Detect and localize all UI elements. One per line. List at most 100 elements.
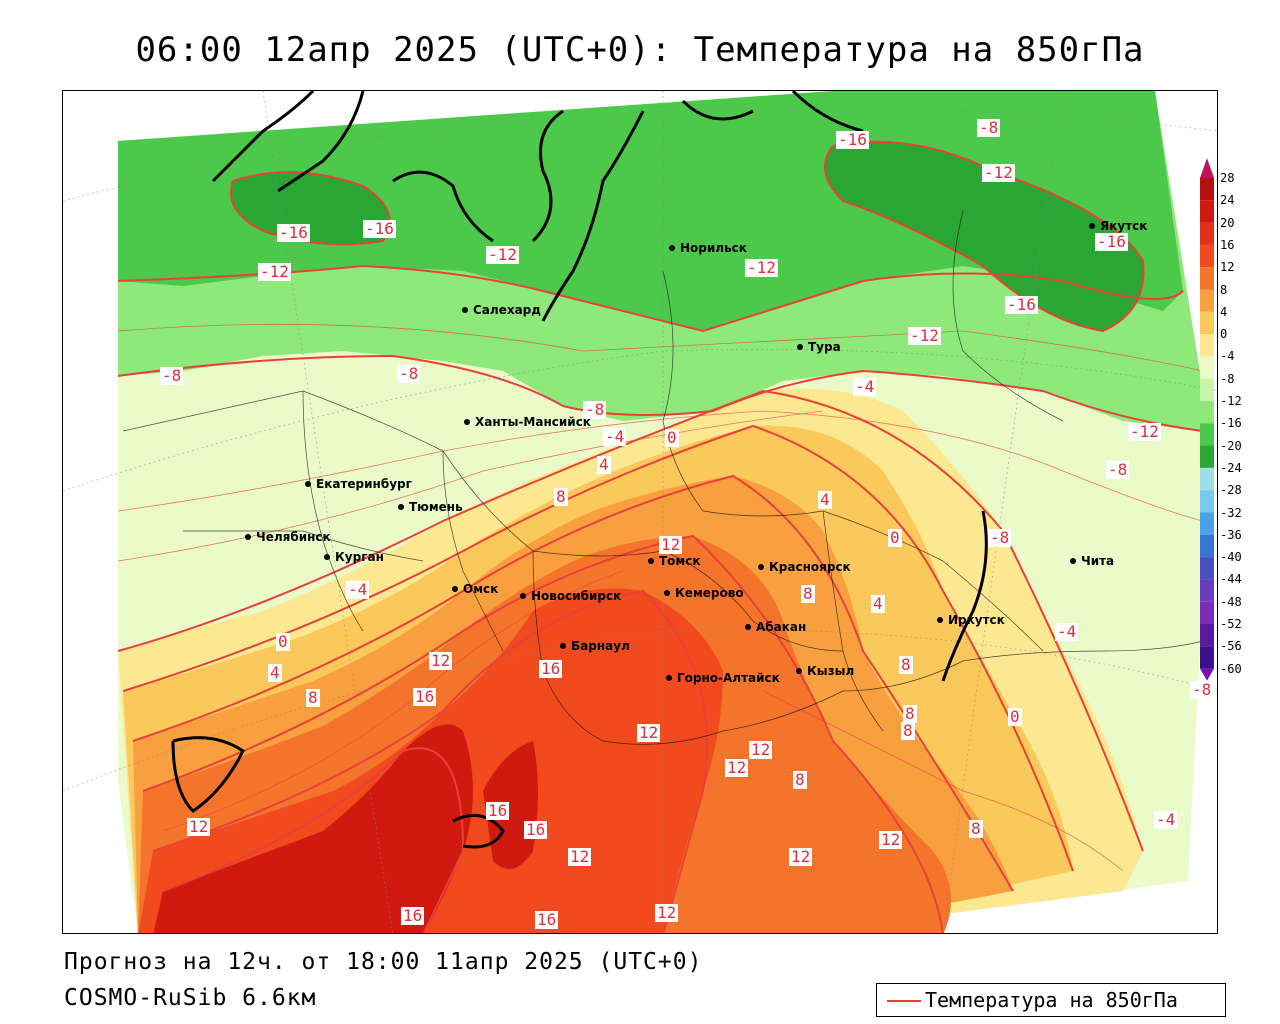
contour-label: 16 xyxy=(486,801,510,820)
cold-core-east xyxy=(825,141,1144,331)
colorbar-tick-label: -28 xyxy=(1220,483,1242,498)
contour-label: -12 xyxy=(745,258,778,277)
colorbar-swatch xyxy=(1200,200,1214,223)
city-label: Чита xyxy=(1069,554,1115,568)
colorbar-swatch xyxy=(1200,378,1214,401)
contour-label: 16 xyxy=(413,687,437,706)
colorbar-tick-label: -8 xyxy=(1220,371,1235,386)
contour-label: 4 xyxy=(818,490,832,509)
colorbar-bottom-arrow xyxy=(1200,668,1214,681)
cold-core-west xyxy=(231,172,390,245)
coastline xyxy=(171,91,988,849)
colorbar-tick-label: -12 xyxy=(1220,394,1242,408)
contour-label: 0 xyxy=(665,428,679,447)
colorbar-tick-label: -36 xyxy=(1220,527,1242,542)
colorbar-tick-label: 24 xyxy=(1220,193,1235,208)
contour-label: -8 xyxy=(583,400,607,419)
contour-label: 8 xyxy=(901,721,915,740)
forecast-info: Прогноз на 12ч. от 18:00 11апр 2025 (UTC… xyxy=(64,949,703,975)
city-label: Норильск xyxy=(669,241,747,255)
contour-label: -8 xyxy=(977,118,1001,137)
colorbar-tick-label: -4 xyxy=(1220,349,1235,364)
colorbar-swatch xyxy=(1200,178,1214,201)
colorbar-top-arrow xyxy=(1200,158,1214,178)
contour-label: 8 xyxy=(903,704,917,723)
city-label: Тюмень xyxy=(398,500,463,514)
colorbar-tick-label: -32 xyxy=(1220,505,1242,520)
contour-label: -8 xyxy=(988,528,1012,547)
colorbar-tick-label: 16 xyxy=(1220,237,1235,252)
colorbar-tick-label: -20 xyxy=(1220,438,1242,453)
city-label: Красноярск xyxy=(758,560,851,574)
colorbar-swatch xyxy=(1200,534,1214,558)
contour-label: -8 xyxy=(1190,680,1214,699)
contour-label: 0 xyxy=(1008,707,1022,726)
city-label: Новосибирск xyxy=(519,589,622,603)
colorbar-swatch xyxy=(1200,624,1214,647)
city-label: Томск xyxy=(648,554,701,568)
contour-label: 12 xyxy=(725,758,749,777)
city-label: Тура xyxy=(797,340,841,354)
contour-label: -16 xyxy=(277,223,310,242)
contour-label: -16 xyxy=(836,130,869,149)
colorbar-swatch xyxy=(1200,334,1214,357)
colorbar-swatch xyxy=(1200,222,1214,245)
band-20 xyxy=(153,724,473,933)
contour-label: 0 xyxy=(276,632,290,651)
contour-label: 12 xyxy=(429,651,453,670)
city-label: Якутск xyxy=(1088,219,1148,233)
colorbar-swatch xyxy=(1200,244,1214,268)
contour-label: -4 xyxy=(603,427,627,446)
colorbar-swatch xyxy=(1200,490,1214,513)
colorbar-tick-label: -40 xyxy=(1220,550,1242,565)
temperature-map xyxy=(63,91,1217,933)
contour-label: -16 xyxy=(1095,232,1128,251)
city-label: Ханты-Мансийск xyxy=(464,415,591,429)
contour-label: 8 xyxy=(554,487,568,506)
colorbar-swatch xyxy=(1200,445,1214,468)
contour-label: 8 xyxy=(793,770,807,789)
city-label: Салехард xyxy=(462,303,541,317)
contour-label: 4 xyxy=(268,663,282,682)
contour-label: -8 xyxy=(397,364,421,383)
colorbar-swatch xyxy=(1200,267,1214,290)
contour-label: -4 xyxy=(1055,622,1079,641)
contour-label: 12 xyxy=(749,740,773,759)
colorbar-swatch xyxy=(1200,601,1214,624)
contour-label: -12 xyxy=(982,163,1015,182)
city-label: Абакан xyxy=(744,620,807,634)
legend-label: Температура на 850гПа xyxy=(925,988,1178,1012)
contour-label: 0 xyxy=(888,528,902,547)
colorbar-swatch xyxy=(1200,646,1214,669)
contour-label: 16 xyxy=(539,659,563,678)
contour-lines xyxy=(117,140,1204,933)
city-label: Иркутск xyxy=(937,613,1005,627)
colorbar-swatch xyxy=(1200,579,1214,602)
colorbar-tick-label: 4 xyxy=(1220,304,1228,319)
contour-label: -12 xyxy=(486,245,519,264)
contour-label: 4 xyxy=(871,594,885,613)
colorbar-tick-label: -48 xyxy=(1220,594,1242,609)
map-panel: Норильск Якутск Салехард Тура Ханты-Манс… xyxy=(62,90,1218,934)
colorbar-tick-label: 28 xyxy=(1220,171,1235,185)
contour-label: 12 xyxy=(568,847,592,866)
city-label: Барнаул xyxy=(560,639,630,653)
contour-label: 8 xyxy=(801,584,815,603)
contour-label: 16 xyxy=(535,910,559,929)
contour-label: 16 xyxy=(401,906,425,925)
contour-label: 12 xyxy=(187,817,211,836)
city-label: Кемерово xyxy=(664,586,744,600)
colorbar-tick-label: 0 xyxy=(1220,327,1228,342)
colorbar-swatch xyxy=(1200,401,1214,424)
contour-label: -12 xyxy=(908,326,941,345)
contour-label: -4 xyxy=(346,580,370,599)
contour-label: -4 xyxy=(1154,810,1178,829)
graticule xyxy=(63,91,1217,933)
contour-label: 4 xyxy=(597,455,611,474)
contour-label: 12 xyxy=(655,903,679,922)
contour-label: 12 xyxy=(879,830,903,849)
contour-label: -12 xyxy=(1128,422,1161,441)
colorbar-swatch xyxy=(1200,289,1214,312)
colorbar xyxy=(1200,158,1214,681)
colorbar-swatch xyxy=(1200,311,1214,335)
